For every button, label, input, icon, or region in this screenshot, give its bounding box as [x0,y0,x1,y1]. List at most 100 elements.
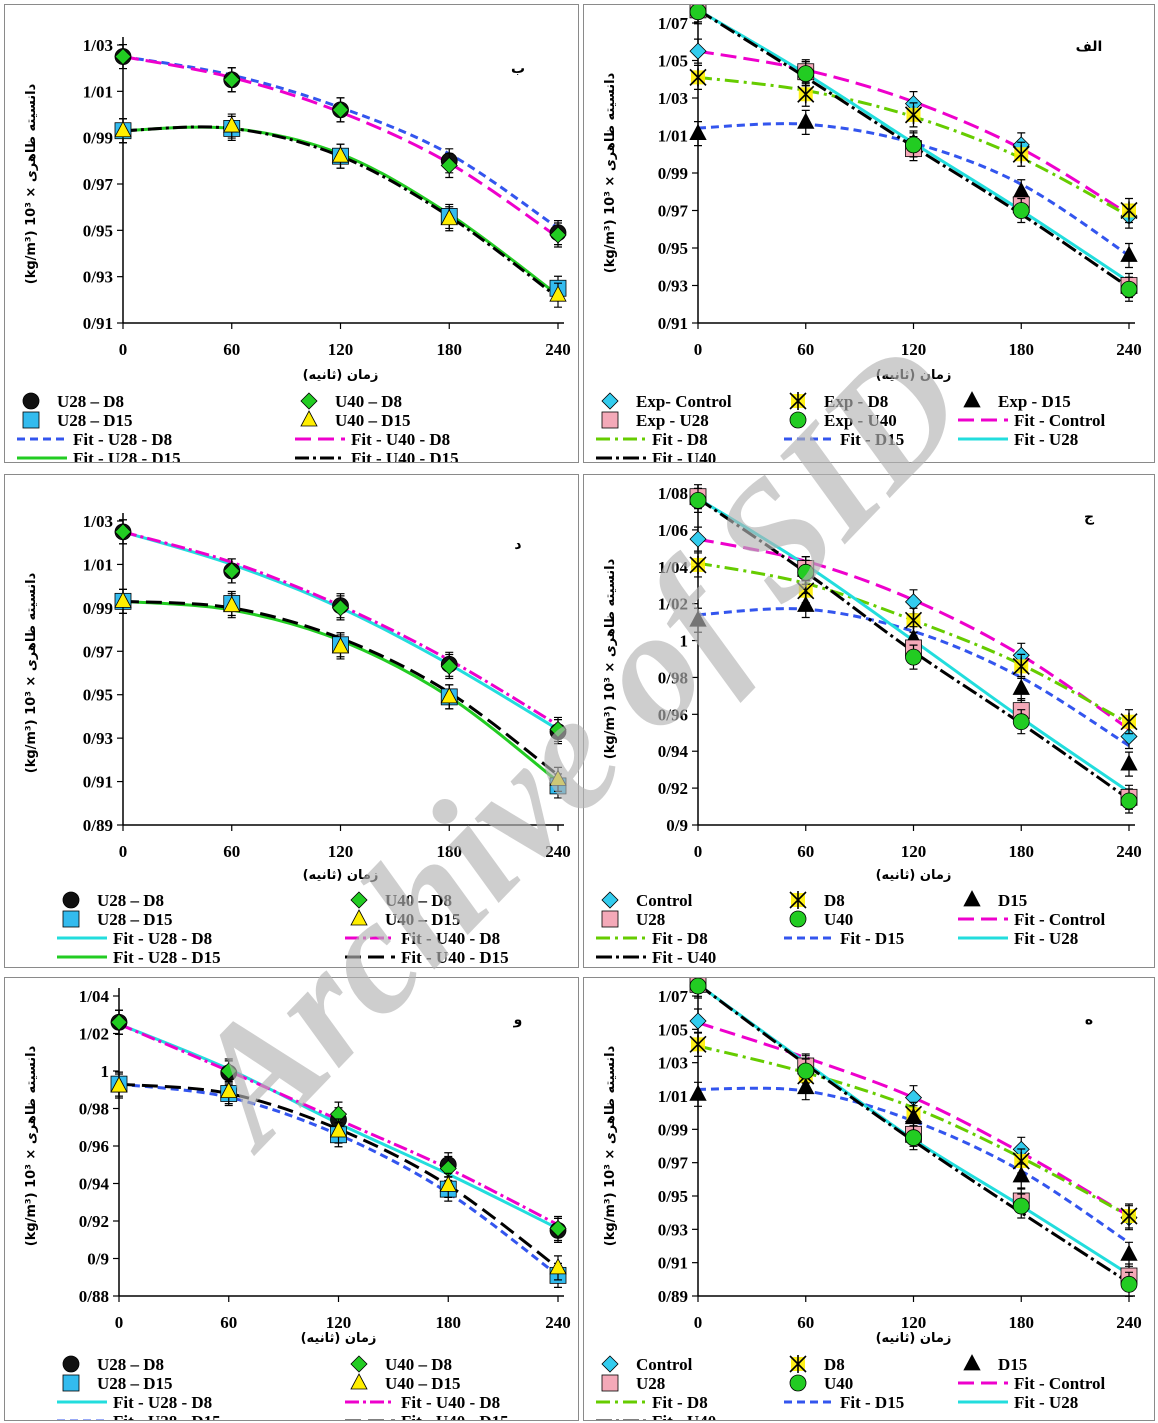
legend-marker [300,410,318,427]
y-tick-label: 0/91 [83,773,113,792]
data-point-u40-d8 [114,523,132,541]
data-point-exp-control [689,42,707,60]
data-point-u40-d8 [440,156,458,175]
legend-item-u28-d15: U28 – D15 [22,411,133,430]
legend-item-fit-u28-d8: Fit - U28 - D8 [57,929,212,948]
x-axis-label: زمان (ثانیه) [303,868,379,883]
legend-label: U40 [824,910,853,929]
x-tick-label: 240 [1116,1313,1142,1332]
legend-item-fit-u40-d15: Fit - U40 - D15 [345,948,509,967]
data-point-u40 [797,563,815,581]
legend-item-fit-d8: Fit - D8 [596,929,708,948]
legend-marker [350,1373,368,1390]
y-tick-label: 0/98 [79,1100,109,1119]
legend-item-u28-d8: U28 – D8 [22,392,124,411]
x-tick-label: 180 [1009,1313,1035,1332]
x-tick-label: 120 [901,842,927,861]
y-tick-label: 0/99 [83,129,113,148]
data-point-exp-u40 [1120,280,1138,298]
data-point-u40 [1120,792,1138,810]
legend-label: U28 – D15 [57,411,133,430]
legend-item-u40: U40 [789,1374,853,1393]
legend-label: Fit - D8 [652,929,708,948]
data-point-u40-d15 [223,116,241,133]
panel-label: و [513,1012,523,1028]
legend-item-u40-d8: U40 – D8 [300,392,402,411]
data-point-u40-d15 [549,1258,567,1275]
legend-label: U28 – D8 [97,891,164,910]
legend-item-fit-u40-d15: Fit - U40 - D15 [345,1412,509,1420]
legend-item-exp-d8: Exp - D8 [789,392,888,411]
y-tick-label: 0/9 [666,816,688,835]
legend-item-fit-u28-d15: Fit - U28 - D15 [17,449,181,462]
y-tick-label: 0/96 [79,1137,109,1156]
legend-item-fit-control: Fit - Control [958,910,1106,929]
legend: Exp- Control Exp - D8 Exp - D15 Exp - U28 Ex… [596,391,1106,462]
data-point-u40-d15 [440,687,458,704]
x-tick-label: 60 [220,1313,237,1332]
y-tick-label: 0/97 [83,175,114,194]
legend-item-fit-control: Fit - Control [958,1374,1106,1393]
legend-item-u28-d8: U28 – D8 [62,891,164,910]
data-point-d8 [1120,1207,1138,1225]
chart-svg: 0/91 0/93 0/95 0/97 0/99 1/01 1/03 1/05 1/07 0 60 1… [596,5,1142,462]
data-point-d15 [1120,754,1138,771]
y-tick-label: 0/97 [658,1154,689,1173]
legend-marker [789,891,807,909]
data-point-exp-d15 [689,123,707,141]
x-tick-label: 60 [223,340,240,359]
data-point-u40 [1012,713,1030,731]
y-tick-label: 1/05 [658,1020,688,1039]
legend-label: Exp - U28 [636,411,709,430]
legend-marker [62,1374,80,1392]
x-tick-label: 60 [797,1313,814,1332]
legend-item-u40-d15: U40 – D15 [350,909,461,929]
chart-panel-vav: 0/88 0/9 0/92 0/94 0/96 0/98 1 1/02 1/04 0 60 120 18… [4,977,579,1421]
chart-panel-he: 0/89 0/91 0/93 0/95 0/97 0/99 1/01 1/03 1/05 1/07… [583,977,1155,1421]
y-axis-label: (kg/m³) دانسیته ظاهری × 10³ [24,572,39,773]
legend-label: Control [636,1355,693,1374]
y-axis-label: (kg/m³) دانسیته ظاهری × 10³ [603,558,618,759]
legend-item-exp-d15: Exp - D15 [963,391,1071,411]
legend-item-u28-d8: U28 – D8 [62,1355,164,1374]
data-point-d15 [689,1084,707,1101]
y-tick-label: 1 [680,632,689,651]
y-tick-label: 1/03 [658,89,688,108]
data-point-d15 [1012,1166,1030,1183]
legend-marker [62,910,80,928]
data-point-d8 [689,1035,707,1054]
legend-item-fit-u40: Fit - U40 [596,948,716,967]
y-tick-label: 1/03 [83,512,113,531]
data-point-exp-u40 [905,136,922,154]
data-point-u40-d15 [549,285,567,302]
legend-item-d15: D15 [963,1354,1027,1374]
legend-item-u28: U28 [601,1374,665,1393]
legend-item-fit-d15: Fit - D15 [784,430,904,449]
x-tick-label: 60 [797,340,814,359]
y-tick-label: 1/07 [658,987,689,1006]
legend-item-u40-d15: U40 – D15 [350,1373,461,1393]
x-axis-label: زمان (ثانیه) [303,368,379,383]
y-tick-label: 0/9 [87,1250,109,1269]
y-tick-label: 1/01 [658,127,688,146]
legend-label: Fit - D15 [840,929,904,948]
data-point-u40-d15 [220,1081,238,1099]
series-group [689,978,1138,1297]
legend-item-exp-u40: Exp - U40 [789,411,897,430]
x-tick-label: 120 [326,1313,352,1332]
data-point-exp-d15 [1120,245,1138,262]
x-axis-label: زمان (ثانیه) [876,1331,952,1346]
fit-line-fit-u40-d15 [122,125,559,299]
data-point-u40 [1012,1197,1030,1215]
data-point-exp-d8 [1120,201,1138,220]
legend-label: D8 [824,1355,845,1374]
x-axis-label: زمان (ثانیه) [301,1331,377,1346]
data-point-exp-d8 [904,105,923,124]
fit-line-fit-u40-d8 [118,1022,559,1227]
legend-marker [789,1374,807,1392]
legend-label: U28 – D8 [97,1355,164,1374]
legend-item-fit-control: Fit - Control [958,411,1106,430]
y-tick-label: 1/03 [83,36,113,55]
